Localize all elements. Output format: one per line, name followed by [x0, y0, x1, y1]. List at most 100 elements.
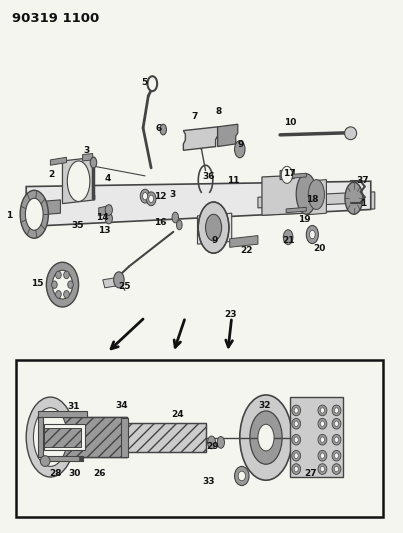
Ellipse shape — [294, 437, 298, 442]
Ellipse shape — [68, 281, 73, 288]
Text: 3: 3 — [83, 146, 90, 155]
Ellipse shape — [310, 230, 315, 239]
Ellipse shape — [308, 180, 324, 209]
Ellipse shape — [294, 466, 298, 472]
Text: 6: 6 — [155, 125, 162, 133]
FancyBboxPatch shape — [290, 397, 343, 477]
Polygon shape — [306, 180, 326, 215]
Text: 28: 28 — [49, 469, 62, 478]
Text: 2: 2 — [48, 171, 55, 179]
Polygon shape — [26, 181, 371, 227]
FancyBboxPatch shape — [38, 411, 87, 417]
Polygon shape — [258, 193, 347, 208]
Ellipse shape — [20, 190, 48, 238]
Ellipse shape — [160, 124, 166, 135]
Ellipse shape — [208, 436, 216, 449]
Ellipse shape — [296, 174, 316, 214]
Polygon shape — [262, 175, 306, 215]
Ellipse shape — [250, 411, 282, 464]
Ellipse shape — [105, 213, 112, 224]
Polygon shape — [183, 127, 218, 150]
Ellipse shape — [320, 437, 324, 442]
Polygon shape — [218, 124, 238, 147]
Text: 26: 26 — [93, 469, 106, 478]
Polygon shape — [50, 157, 66, 165]
Text: 15: 15 — [31, 279, 44, 288]
Ellipse shape — [306, 225, 318, 244]
Ellipse shape — [294, 408, 298, 413]
FancyBboxPatch shape — [38, 417, 127, 457]
Ellipse shape — [52, 281, 57, 288]
Text: 31: 31 — [67, 402, 80, 410]
Ellipse shape — [33, 408, 67, 466]
Text: 32: 32 — [258, 401, 271, 409]
FancyBboxPatch shape — [44, 424, 85, 450]
Ellipse shape — [56, 290, 61, 298]
Ellipse shape — [292, 434, 301, 445]
Ellipse shape — [332, 434, 341, 445]
Ellipse shape — [217, 437, 224, 448]
Ellipse shape — [318, 464, 327, 474]
Ellipse shape — [114, 272, 124, 288]
Text: 17: 17 — [283, 169, 296, 178]
Text: 1: 1 — [359, 199, 366, 208]
Ellipse shape — [320, 466, 324, 472]
Ellipse shape — [320, 453, 324, 458]
Text: 23: 23 — [224, 310, 237, 319]
Text: 4: 4 — [105, 174, 111, 183]
Ellipse shape — [149, 195, 154, 203]
Text: 3: 3 — [169, 190, 176, 199]
Ellipse shape — [292, 418, 301, 429]
Ellipse shape — [67, 161, 90, 201]
Polygon shape — [280, 169, 294, 180]
Ellipse shape — [292, 405, 301, 416]
Ellipse shape — [52, 270, 73, 299]
Ellipse shape — [334, 437, 339, 442]
Text: 33: 33 — [202, 477, 215, 486]
Ellipse shape — [292, 464, 301, 474]
Ellipse shape — [294, 421, 298, 426]
Polygon shape — [83, 154, 93, 161]
Text: 5: 5 — [141, 78, 147, 87]
Text: 1: 1 — [6, 212, 12, 220]
Text: 9: 9 — [212, 236, 218, 245]
Ellipse shape — [258, 424, 274, 451]
Ellipse shape — [334, 408, 339, 413]
Polygon shape — [286, 173, 306, 179]
Text: 36: 36 — [202, 172, 215, 181]
Ellipse shape — [64, 271, 69, 279]
Text: 22: 22 — [240, 246, 253, 255]
Ellipse shape — [334, 453, 339, 458]
Polygon shape — [28, 192, 375, 224]
FancyBboxPatch shape — [42, 456, 83, 461]
Text: 14: 14 — [96, 213, 108, 222]
Ellipse shape — [140, 189, 150, 203]
Text: 7: 7 — [191, 112, 198, 120]
Ellipse shape — [318, 418, 327, 429]
Ellipse shape — [294, 453, 298, 458]
Ellipse shape — [238, 471, 245, 481]
Ellipse shape — [240, 395, 292, 480]
Text: 29: 29 — [206, 442, 219, 450]
FancyBboxPatch shape — [121, 418, 128, 457]
Ellipse shape — [281, 166, 293, 183]
Ellipse shape — [177, 220, 182, 230]
Ellipse shape — [206, 214, 222, 241]
Ellipse shape — [318, 434, 327, 445]
Text: 30: 30 — [69, 469, 81, 478]
Ellipse shape — [46, 262, 79, 307]
Text: 18: 18 — [306, 195, 319, 204]
Ellipse shape — [172, 212, 179, 223]
Ellipse shape — [40, 456, 50, 466]
Ellipse shape — [25, 198, 43, 230]
Polygon shape — [103, 277, 121, 288]
Text: 37: 37 — [356, 176, 369, 185]
Text: 19: 19 — [298, 215, 311, 224]
Ellipse shape — [334, 466, 339, 472]
Polygon shape — [286, 207, 306, 213]
Ellipse shape — [320, 408, 324, 413]
Text: 16: 16 — [154, 219, 167, 227]
Ellipse shape — [318, 405, 327, 416]
Ellipse shape — [332, 464, 341, 474]
Ellipse shape — [235, 141, 245, 158]
